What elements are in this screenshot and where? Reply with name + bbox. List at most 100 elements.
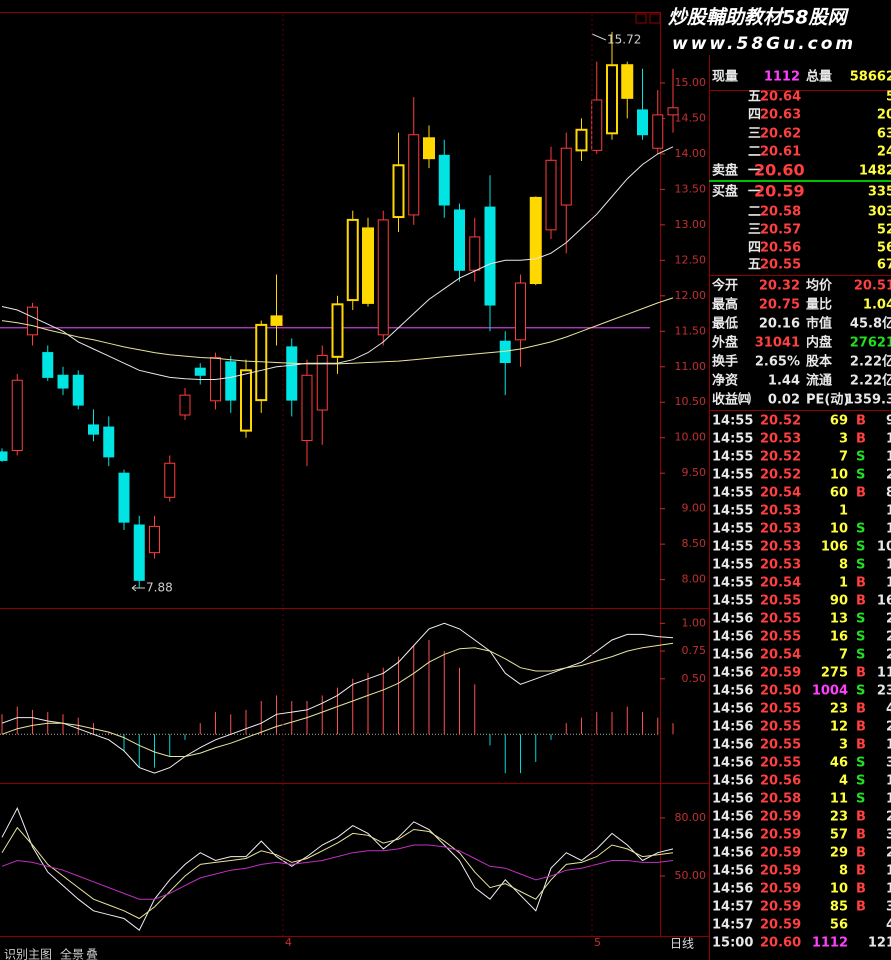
quote-text: 15:00 (712, 936, 753, 951)
candle-body (515, 282, 526, 341)
quote-text: 67 (877, 258, 891, 273)
quote-text: 14:55 (712, 540, 753, 555)
quote-text: 90 (830, 594, 848, 609)
quote-text: 14:56 (712, 828, 753, 843)
footer-tab[interactable]: 叠 (86, 948, 98, 960)
quote-text: 63 (877, 127, 891, 142)
candle-body (316, 354, 328, 411)
quote-text: 1 (886, 450, 891, 465)
quote-text: 现量 (712, 70, 738, 85)
macd-line (1, 622, 674, 774)
candle-body (270, 315, 283, 326)
quote-text: 流通 (806, 373, 832, 389)
quote-text: 20.54 (760, 648, 801, 663)
quote-text: B (856, 576, 866, 591)
macd-line (1, 642, 674, 757)
quote-text: 20.60 (760, 936, 801, 951)
quote-text: S (856, 612, 865, 627)
quote-text: 20.59 (760, 810, 801, 825)
quote-text: 1 (886, 558, 891, 573)
quote-text: 外盘 (711, 335, 738, 351)
quote-text: 20.53 (760, 558, 801, 573)
quote-text: 四 (748, 241, 761, 256)
quote-text: B (856, 702, 866, 717)
quote-text: 卖盘 (712, 163, 738, 179)
quote-text: 4 (839, 774, 848, 789)
quote-text: 14:55 (712, 576, 753, 591)
quote-text: 11 (830, 792, 848, 807)
quote-text: 14:56 (712, 864, 753, 879)
quote-text: 14:56 (712, 792, 753, 807)
quote-text: B (856, 486, 866, 501)
quote-text: 85 (830, 900, 848, 915)
quote-text: 20.50 (760, 684, 801, 699)
window-button[interactable] (635, 13, 647, 24)
quote-text: 2 (886, 612, 891, 627)
quote-text: 14:56 (712, 666, 753, 681)
candle-body (301, 374, 313, 442)
quote-text: 31041 (755, 336, 800, 351)
quote-text: 1112 (764, 70, 800, 85)
quote-text: 3 (886, 900, 891, 915)
quote-text: 总量 (806, 69, 832, 85)
quote-text: 今开 (711, 278, 738, 294)
watermark: 炒股輔助教材58股网 (668, 7, 849, 29)
window-button[interactable] (649, 13, 661, 24)
quote-text: B (856, 828, 866, 843)
quote-text: 1 (886, 774, 891, 789)
quote-text: 20.55 (760, 738, 801, 753)
y-tick-label: 0.75 (682, 644, 707, 657)
quote-text: 20.59 (760, 846, 801, 861)
quote-text: 60 (830, 486, 848, 501)
quote-text: 7 (839, 450, 848, 465)
quote-text: 14:55 (712, 486, 753, 501)
quote-text: 14:55 (712, 558, 753, 573)
quote-text: 20.58 (760, 792, 801, 807)
candle-body (377, 219, 389, 336)
candle-body (133, 524, 145, 581)
candle-body (545, 159, 557, 231)
quote-text: B (856, 414, 866, 429)
candle-body (438, 154, 450, 206)
quote-text: 1 (886, 738, 891, 753)
quote-text: 20.16 (759, 317, 800, 332)
candle-body (362, 227, 374, 304)
footer-tab[interactable]: 识别主图 (4, 948, 52, 960)
quote-text: 20.60 (754, 161, 805, 180)
candle-body (560, 147, 572, 206)
quote-text: 13 (830, 612, 848, 627)
quote-text: 14:55 (712, 450, 753, 465)
quote-text: 20.57 (760, 223, 801, 238)
quote-text: 1359.3 (845, 393, 891, 408)
quote-text: 14:55 (712, 468, 753, 483)
quote-text: 内盘 (806, 335, 832, 351)
quote-text: 1482 (859, 164, 891, 179)
y-tick-label: 14.50 (675, 111, 707, 124)
annotation: 15.72 (607, 33, 641, 47)
quote-text: 2 (886, 648, 891, 663)
moving-average (1, 146, 674, 380)
candle-body (72, 374, 84, 406)
quote-text: 三 (748, 127, 761, 142)
quote-text: 市值 (806, 316, 832, 332)
quote-text: 20.55 (760, 756, 801, 771)
quote-text: 3 (886, 828, 891, 843)
quote-text: S (856, 540, 865, 555)
quote-text: 三 (748, 223, 761, 238)
candle-body (118, 472, 130, 523)
candle-body (331, 303, 344, 358)
quote-text: 3 (839, 432, 848, 447)
candle-body (637, 109, 648, 136)
quote-text: 20.53 (760, 432, 801, 447)
candle-body (27, 306, 38, 336)
footer-tab[interactable]: 全景 (60, 947, 84, 960)
quote-text: 20.59 (760, 900, 801, 915)
quote-text: 14:56 (712, 648, 753, 663)
y-tick-label: 1.00 (682, 616, 707, 629)
quote-text: 9 (886, 414, 891, 429)
quote-text: 买盘 (712, 184, 738, 200)
y-tick-label: 12.50 (675, 253, 707, 266)
quote-text: 23 (877, 684, 891, 699)
quote-text: S (856, 558, 865, 573)
quote-text: 10 (877, 540, 891, 555)
